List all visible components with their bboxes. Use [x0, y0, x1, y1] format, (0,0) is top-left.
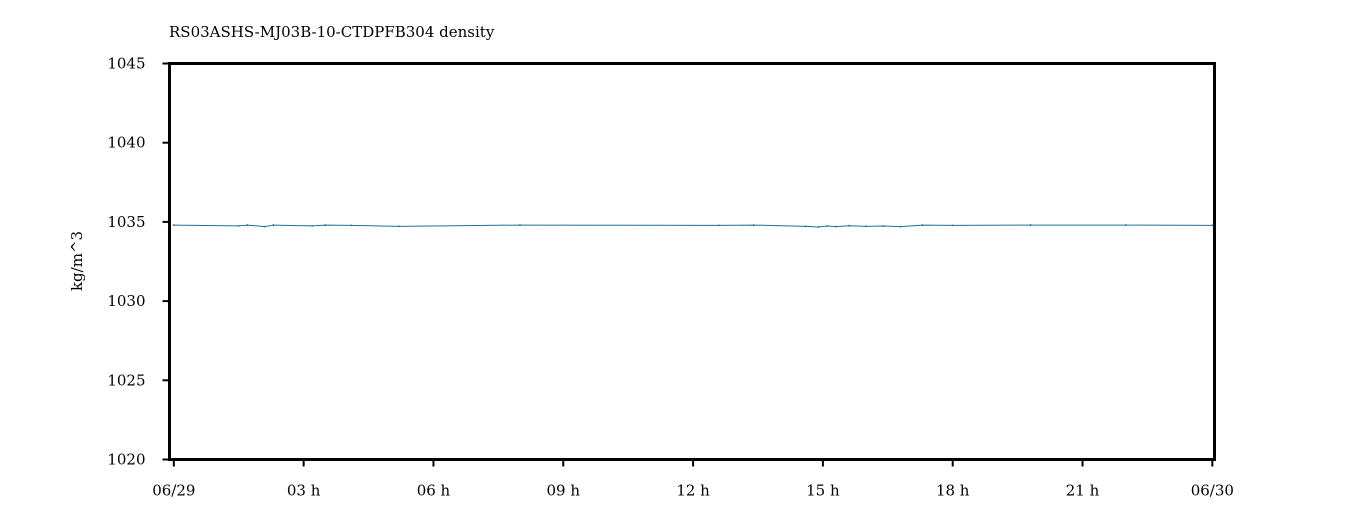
- data-point: [324, 224, 327, 226]
- data-point: [263, 225, 266, 228]
- data-point: [847, 224, 850, 227]
- data-point: [311, 224, 314, 227]
- x-tick-label: 18 h: [936, 482, 970, 500]
- data-point: [1211, 224, 1214, 227]
- y-axis-label: kg/m^3: [68, 231, 86, 291]
- data-point: [951, 224, 954, 227]
- data-point: [921, 224, 924, 226]
- x-axis: 06/29 03 h 06 h 09 h 12 h 15 h 18 h 21 h 06/30: [152, 459, 1234, 500]
- x-tick-label: 21 h: [1066, 482, 1100, 500]
- series-line: [173, 224, 1213, 228]
- data-point: [519, 224, 521, 226]
- data-point: [899, 225, 902, 228]
- data-point: [237, 224, 240, 227]
- data-point: [865, 225, 868, 228]
- data-point: [804, 225, 807, 228]
- series-layer: [172, 224, 1214, 228]
- data-point: [246, 224, 249, 226]
- data-point: [826, 225, 829, 227]
- y-tick-label: 1040: [107, 134, 145, 152]
- plot-frame: [168, 62, 1216, 461]
- x-tick-label: 03 h: [287, 482, 321, 500]
- data-point: [882, 225, 885, 227]
- data-point: [1124, 224, 1127, 226]
- y-tick-label: 1035: [107, 213, 145, 231]
- chart-title: RS03ASHS-MJ03B-10-CTDPFB304 density: [169, 23, 495, 41]
- x-tick-label: 06 h: [417, 482, 451, 500]
- data-point: [350, 224, 353, 227]
- y-axis: 1020 1025 1030 1035 1040 1045: [107, 55, 170, 469]
- data-point: [718, 224, 720, 227]
- x-tick-label: 06/30: [1191, 482, 1234, 500]
- data-point: [752, 224, 755, 226]
- x-tick-label: 15 h: [806, 482, 840, 500]
- x-tick-label: 06/29: [152, 482, 195, 500]
- data-point: [834, 225, 837, 228]
- y-tick-label: 1045: [107, 55, 145, 73]
- data-point: [1029, 224, 1032, 226]
- x-tick-label: 09 h: [547, 482, 581, 500]
- y-tick-label: 1020: [107, 451, 145, 469]
- data-point: [817, 226, 820, 228]
- y-tick-label: 1030: [107, 292, 145, 310]
- data-point: [397, 225, 400, 228]
- data-point: [172, 224, 175, 226]
- data-point: [272, 224, 275, 226]
- x-tick-label: 12 h: [676, 482, 710, 500]
- y-tick-label: 1025: [107, 371, 145, 389]
